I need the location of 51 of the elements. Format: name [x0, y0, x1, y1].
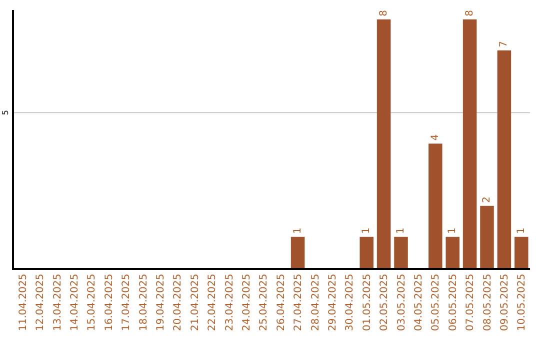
data-label: 2 [482, 196, 492, 203]
x-tick-label: 16.04.2025 [104, 274, 115, 332]
data-label: 1 [292, 228, 304, 234]
x-tick-label: 17.04.2025 [121, 274, 132, 332]
x-tick-label: 19.04.2025 [155, 274, 166, 332]
bar [360, 236, 374, 268]
bar [428, 144, 442, 268]
x-tick-label: 25.04.2025 [258, 274, 270, 332]
x-tick-label: 22.04.2025 [207, 274, 218, 332]
x-tick-label: 18.04.2025 [138, 274, 150, 332]
data-label: 7 [498, 41, 510, 48]
x-tick-label: 26.04.2025 [276, 274, 287, 332]
x-tick-label: 08.05.2025 [482, 274, 494, 332]
x-tick-label: 24.04.2025 [241, 274, 252, 332]
bar [394, 236, 408, 268]
data-label: 1 [361, 228, 372, 234]
bar [514, 236, 528, 268]
data-label: 4 [430, 134, 441, 141]
x-tick-label: 13.04.2025 [52, 274, 64, 332]
data-label: 8 [464, 10, 476, 16]
ref-line-label: 5 [0, 110, 10, 116]
bar [480, 206, 494, 268]
x-tick-label: 20.04.2025 [172, 274, 184, 332]
x-tick-label: 23.04.2025 [224, 274, 236, 332]
x-tick-label: 05.05.2025 [430, 274, 442, 332]
bar [376, 19, 391, 268]
data-label: 1 [447, 228, 458, 234]
x-tick-label: 12.04.2025 [35, 274, 46, 332]
bar [497, 50, 512, 268]
x-tick-label: 21.04.2025 [190, 274, 201, 332]
x-tick-label: 29.04.2025 [327, 274, 338, 332]
x-tick-label: 01.05.2025 [362, 274, 373, 332]
bar [446, 236, 460, 268]
data-label: 1 [516, 228, 527, 234]
data-label: 8 [378, 10, 390, 16]
x-tick-label: 11.04.2025 [18, 274, 29, 332]
x-tick-label: 10.05.2025 [516, 274, 528, 332]
x-tick-label: 06.05.2025 [448, 274, 459, 332]
data-label: 1 [396, 228, 406, 234]
x-tick-label: 04.05.2025 [413, 274, 424, 332]
x-tick-label: 09.05.2025 [499, 274, 510, 332]
x-tick-label: 07.05.2025 [465, 274, 476, 332]
x-tick-label: 14.04.2025 [69, 274, 80, 332]
x-tick-label: 30.04.2025 [344, 274, 356, 332]
x-tick-label: 15.04.2025 [86, 274, 98, 332]
x-tick-label: 02.05.2025 [379, 274, 390, 332]
bar [462, 19, 477, 268]
x-tick-label: 03.05.2025 [396, 274, 408, 332]
bar [290, 236, 305, 268]
x-tick-label: 27.04.2025 [293, 274, 304, 332]
x-tick-label: 28.04.2025 [310, 274, 322, 332]
